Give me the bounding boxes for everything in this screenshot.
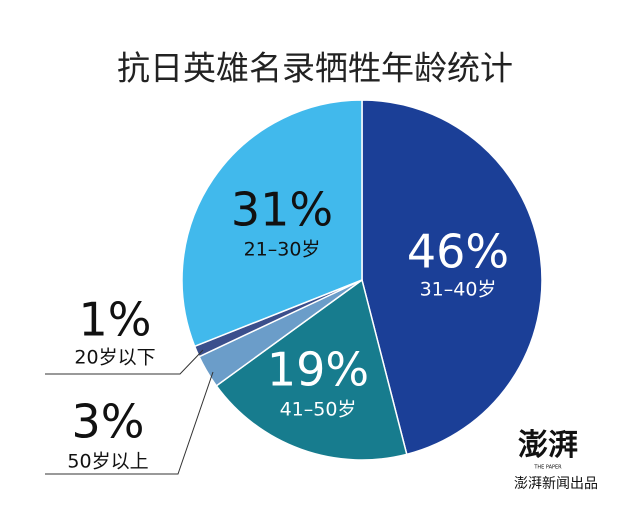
value-label: 31% (231, 183, 333, 237)
category-label: 21–30岁 (244, 239, 321, 261)
category-label: 41–50岁 (280, 399, 357, 421)
value-label: 46% (407, 225, 509, 279)
value-label: 19% (267, 343, 369, 397)
logo: 澎湃 (518, 428, 578, 463)
category-label: 20岁以下 (74, 347, 155, 369)
logo-sub: THE PAPER (533, 465, 562, 471)
chart-title: 抗日英雄名录牺牲年龄统计 (117, 49, 513, 88)
pie-slice (215, 278, 408, 461)
value-label: 1% (79, 293, 152, 347)
category-label: 31–40岁 (420, 279, 497, 301)
leader-line (45, 349, 204, 375)
pie-slice (181, 99, 363, 348)
value-label: 3% (72, 395, 145, 449)
leader-line (45, 371, 214, 475)
source: 澎湃新闻出品 (514, 476, 598, 492)
category-label: 50岁以上 (67, 451, 148, 473)
pie-slice (361, 99, 543, 456)
